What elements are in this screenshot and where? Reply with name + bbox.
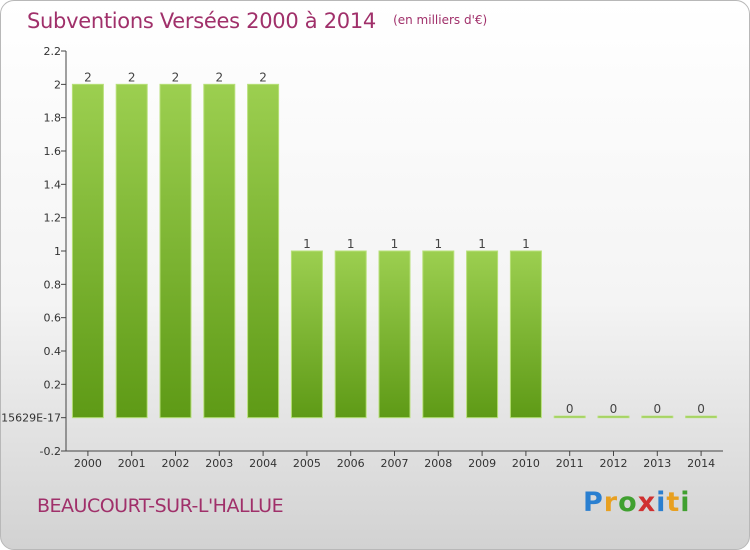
logo-letter: i [680,487,691,518]
x-tick-label: 2012 [600,457,628,470]
x-tick-label: 2007 [381,457,409,470]
y-tick-label: 0.6 [44,312,62,325]
logo-letter: i [656,487,667,518]
y-tick-label: 1.8 [44,112,62,125]
data-label-2008: 1 [434,237,442,251]
bar-2004 [247,83,280,419]
logo-letter: r [603,487,619,518]
bar-2000 [71,83,104,419]
data-label-2009: 1 [478,237,486,251]
x-tick-label: 2005 [293,457,321,470]
y-tick-label: -2.15629E-17 [1,412,61,425]
data-label-2013: 0 [653,402,661,416]
bar-2006 [334,250,367,419]
x-tick-label: 2000 [74,457,102,470]
logo-letter: o [618,487,638,518]
x-tick-label: 2003 [205,457,233,470]
x-tick-label: 2004 [249,457,277,470]
y-tick-label: 1.4 [44,178,62,191]
data-label-2004: 2 [259,70,267,84]
data-label-2005: 1 [303,237,311,251]
y-tick-label: 1.6 [44,145,62,158]
data-label-2000: 2 [84,70,92,84]
bar-2011 [553,415,586,419]
data-label-2010: 1 [522,237,530,251]
x-tick-label: 2008 [424,457,452,470]
data-label-2002: 2 [172,70,180,84]
y-tick-label: 1 [54,245,61,258]
y-tick-label: 1.2 [44,212,62,225]
data-label-2014: 0 [697,402,705,416]
y-tick-label: -0.2 [40,445,61,458]
x-tick-label: 2013 [643,457,671,470]
logo-letter: P [583,487,604,518]
bar-2012 [597,415,630,419]
bar-2002 [159,83,192,419]
bar-2005 [290,250,323,419]
bar-2009 [466,250,499,419]
data-label-2011: 0 [566,402,574,416]
x-tick-label: 2011 [556,457,584,470]
bar-2001 [115,83,148,419]
y-tick-label: 2.2 [44,45,62,58]
y-tick-label: 0.8 [44,278,62,291]
data-label-2003: 2 [215,70,223,84]
x-tick-label: 2006 [337,457,365,470]
logo-letter: x [637,487,657,518]
bar-2008 [422,250,455,419]
chart-unit: (en milliers d'€) [393,13,488,27]
data-label-2007: 1 [391,237,399,251]
x-tick-label: 2001 [118,457,146,470]
title-row: Subventions Versées 2000 à 2014 (en mill… [27,9,487,33]
bar-2013 [641,415,674,419]
chart-title: Subventions Versées 2000 à 2014 [27,9,376,33]
data-label-2006: 1 [347,237,355,251]
y-tick-label: 0.4 [44,345,62,358]
bar-2014 [685,415,718,419]
data-label-2012: 0 [610,402,618,416]
bar-2003 [203,83,236,419]
x-tick-label: 2002 [162,457,190,470]
y-tick-label: 0.2 [44,378,62,391]
bar-2010 [509,250,542,419]
logo-letter: t [666,487,681,518]
data-label-2001: 2 [128,70,136,84]
x-tick-label: 2009 [468,457,496,470]
x-tick-label: 2010 [512,457,540,470]
proxiti-logo: Proxiti [583,487,691,518]
y-tick-label: 2 [54,78,61,91]
x-tick-label: 2014 [687,457,715,470]
commune-name: BEAUCOURT-SUR-L'HALLUE [37,495,284,517]
bar-2007 [378,250,411,419]
